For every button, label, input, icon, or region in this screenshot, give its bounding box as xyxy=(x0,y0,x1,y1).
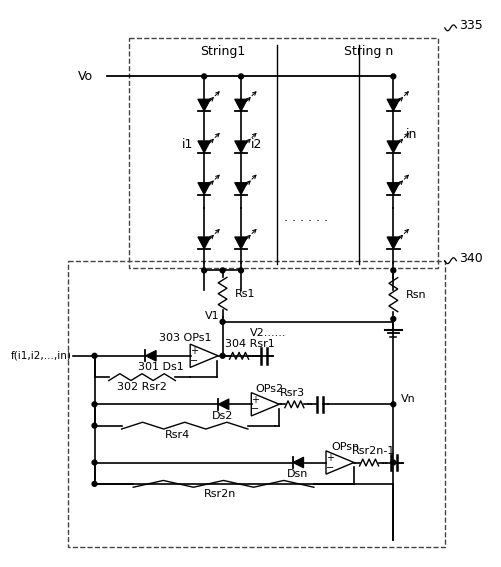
Text: OPsn: OPsn xyxy=(331,442,359,452)
Polygon shape xyxy=(197,141,210,153)
Text: Rsr4: Rsr4 xyxy=(165,430,190,441)
Circle shape xyxy=(92,402,97,407)
Circle shape xyxy=(201,268,206,273)
Circle shape xyxy=(238,268,243,273)
Text: −: − xyxy=(251,404,259,414)
Text: V1: V1 xyxy=(204,311,219,321)
Circle shape xyxy=(390,402,395,407)
Circle shape xyxy=(220,319,224,324)
Text: f(i1,i2,...,in): f(i1,i2,...,in) xyxy=(11,351,71,361)
Text: V2......: V2...... xyxy=(249,328,286,338)
Text: 302 Rsr2: 302 Rsr2 xyxy=(117,382,166,392)
Text: Ds2: Ds2 xyxy=(211,411,233,421)
Circle shape xyxy=(92,423,97,428)
Polygon shape xyxy=(234,237,247,249)
Circle shape xyxy=(390,74,395,79)
Text: Vn: Vn xyxy=(400,395,415,404)
Circle shape xyxy=(201,74,206,79)
Text: Rsr2n: Rsr2n xyxy=(204,489,236,498)
Text: Dsn: Dsn xyxy=(286,469,308,479)
Polygon shape xyxy=(386,183,399,194)
Circle shape xyxy=(390,316,395,321)
Text: −: − xyxy=(326,463,334,473)
Polygon shape xyxy=(234,99,247,111)
Polygon shape xyxy=(197,183,210,194)
Polygon shape xyxy=(234,141,247,153)
Text: i1: i1 xyxy=(181,138,193,151)
Text: Rsn: Rsn xyxy=(405,290,426,299)
Text: in: in xyxy=(405,128,416,141)
Polygon shape xyxy=(218,399,228,409)
Text: +: + xyxy=(190,346,198,356)
Text: Vo: Vo xyxy=(77,70,92,83)
Polygon shape xyxy=(386,237,399,249)
Text: 301 Ds1: 301 Ds1 xyxy=(138,362,183,373)
Polygon shape xyxy=(293,457,303,468)
Circle shape xyxy=(238,74,243,79)
Text: Rsr2n-1: Rsr2n-1 xyxy=(351,446,394,456)
Circle shape xyxy=(220,353,224,358)
Circle shape xyxy=(220,268,224,273)
Polygon shape xyxy=(145,350,156,361)
Circle shape xyxy=(92,460,97,465)
Polygon shape xyxy=(386,99,399,111)
Text: +: + xyxy=(251,395,259,405)
Text: 340: 340 xyxy=(458,252,482,265)
Text: 304 Rsr1: 304 Rsr1 xyxy=(224,339,274,349)
Text: i2: i2 xyxy=(250,138,262,151)
Text: 303 OPs1: 303 OPs1 xyxy=(158,333,210,343)
Circle shape xyxy=(92,353,97,358)
Text: −: − xyxy=(190,356,198,366)
Text: Rsr3: Rsr3 xyxy=(279,388,304,397)
Polygon shape xyxy=(234,183,247,194)
Polygon shape xyxy=(197,99,210,111)
Text: +: + xyxy=(326,453,334,463)
Text: Rs1: Rs1 xyxy=(235,289,255,299)
Text: String n: String n xyxy=(344,45,393,58)
Polygon shape xyxy=(386,141,399,153)
Text: . . . . . .: . . . . . . xyxy=(284,210,327,223)
Circle shape xyxy=(390,268,395,273)
Text: OPs2: OPs2 xyxy=(255,384,283,393)
Polygon shape xyxy=(197,237,210,249)
Circle shape xyxy=(92,481,97,486)
Circle shape xyxy=(390,460,395,465)
Text: String1: String1 xyxy=(199,45,244,58)
Text: 335: 335 xyxy=(458,19,482,32)
